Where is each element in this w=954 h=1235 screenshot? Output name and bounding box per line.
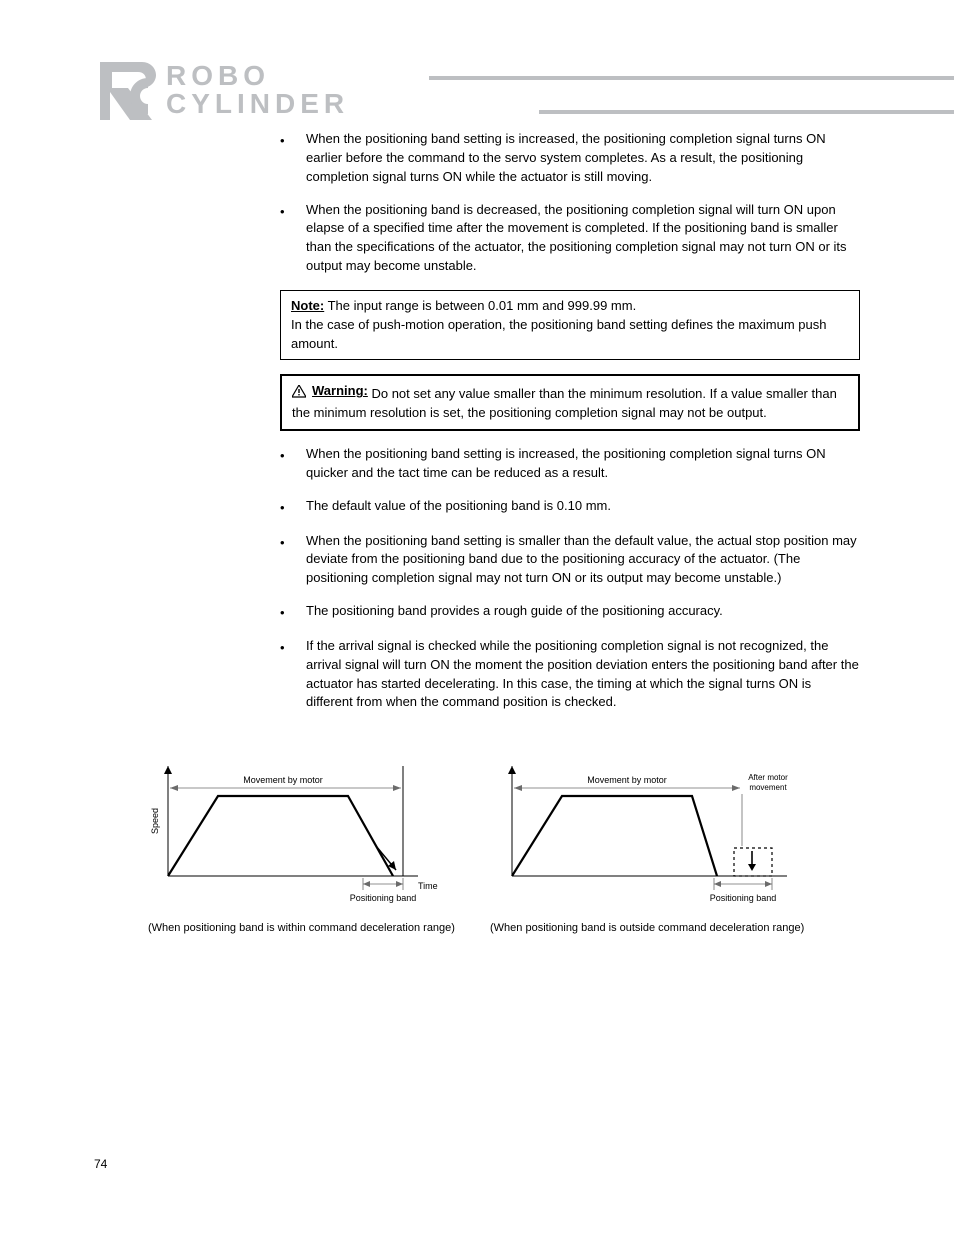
bullet-1-text: When the positioning band setting is inc… — [306, 130, 860, 187]
warning-box: Warning: Do not set any value smaller th… — [280, 374, 860, 431]
bullet-5: • When the positioning band setting is s… — [280, 532, 860, 589]
bullet-marker: • — [280, 497, 306, 518]
bullet-3-text: When the positioning band setting is inc… — [306, 445, 860, 483]
charts-row: Movement by motor Positioning band Speed… — [148, 756, 868, 936]
note-head: Note: — [291, 298, 324, 313]
chart-right: Movement by motor After motor movement P… — [492, 756, 802, 921]
bullet-7: • If the arrival signal is checked while… — [280, 637, 860, 712]
bullet-6-text: The positioning band provides a rough gu… — [306, 602, 860, 621]
logo-line1: ROBO — [166, 62, 349, 90]
note-content: Note: The input range is between 0.01 mm… — [291, 297, 849, 354]
svg-text:movement: movement — [750, 783, 788, 792]
body-content: • When the positioning band setting is i… — [280, 130, 860, 712]
note-box: Note: The input range is between 0.01 mm… — [280, 290, 860, 361]
warning-icon — [292, 385, 306, 398]
logo-rule-top — [429, 76, 954, 80]
bullet-marker: • — [280, 445, 306, 466]
bullet-marker: • — [280, 201, 306, 222]
chart-left-ylabel: Speed — [150, 808, 160, 834]
bullet-4: • The default value of the positioning b… — [280, 497, 860, 518]
page-number: 74 — [94, 1157, 107, 1171]
bullet-2: • When the positioning band is decreased… — [280, 201, 860, 276]
chart-left-band-label: Positioning band — [350, 893, 417, 903]
bullet-2-text: When the positioning band is decreased, … — [306, 201, 860, 276]
bullet-marker: • — [280, 602, 306, 623]
logo: ROBO CYLINDER — [94, 60, 874, 130]
caption-right: (When positioning band is outside comman… — [490, 922, 804, 934]
bullet-3: • When the positioning band setting is i… — [280, 445, 860, 483]
bullet-marker: • — [280, 532, 306, 553]
logo-text: ROBO CYLINDER — [166, 62, 349, 118]
logo-rule-bottom — [539, 110, 954, 114]
bullet-4-text: The default value of the positioning ban… — [306, 497, 860, 516]
bullet-marker: • — [280, 637, 306, 658]
warning-head-text: Warning: — [312, 382, 368, 401]
warning-head: Warning: — [292, 382, 368, 401]
chart-left-xlabel: Time — [418, 881, 438, 891]
chart-right-after-label: After motor — [749, 773, 789, 782]
bullet-5-text: When the positioning band setting is sma… — [306, 532, 860, 589]
note-body: The input range is between 0.01 mm and 9… — [291, 298, 827, 351]
bullet-6: • The positioning band provides a rough … — [280, 602, 860, 623]
logo-rc-emblem — [94, 60, 162, 122]
chart-right-band-label: Positioning band — [710, 893, 777, 903]
chart-left-dim-label: Movement by motor — [243, 775, 323, 785]
bullet-marker: • — [280, 130, 306, 151]
warning-content: Warning: Do not set any value smaller th… — [292, 382, 848, 423]
caption-left: (When positioning band is within command… — [148, 922, 455, 934]
chart-right-dim-label: Movement by motor — [588, 775, 668, 785]
warning-body: Do not set any value smaller than the mi… — [292, 386, 837, 420]
bullet-1: • When the positioning band setting is i… — [280, 130, 860, 187]
chart-left: Movement by motor Positioning band Speed… — [148, 756, 438, 921]
bullet-7-text: If the arrival signal is checked while t… — [306, 637, 860, 712]
logo-line2: CYLINDER — [166, 90, 349, 118]
